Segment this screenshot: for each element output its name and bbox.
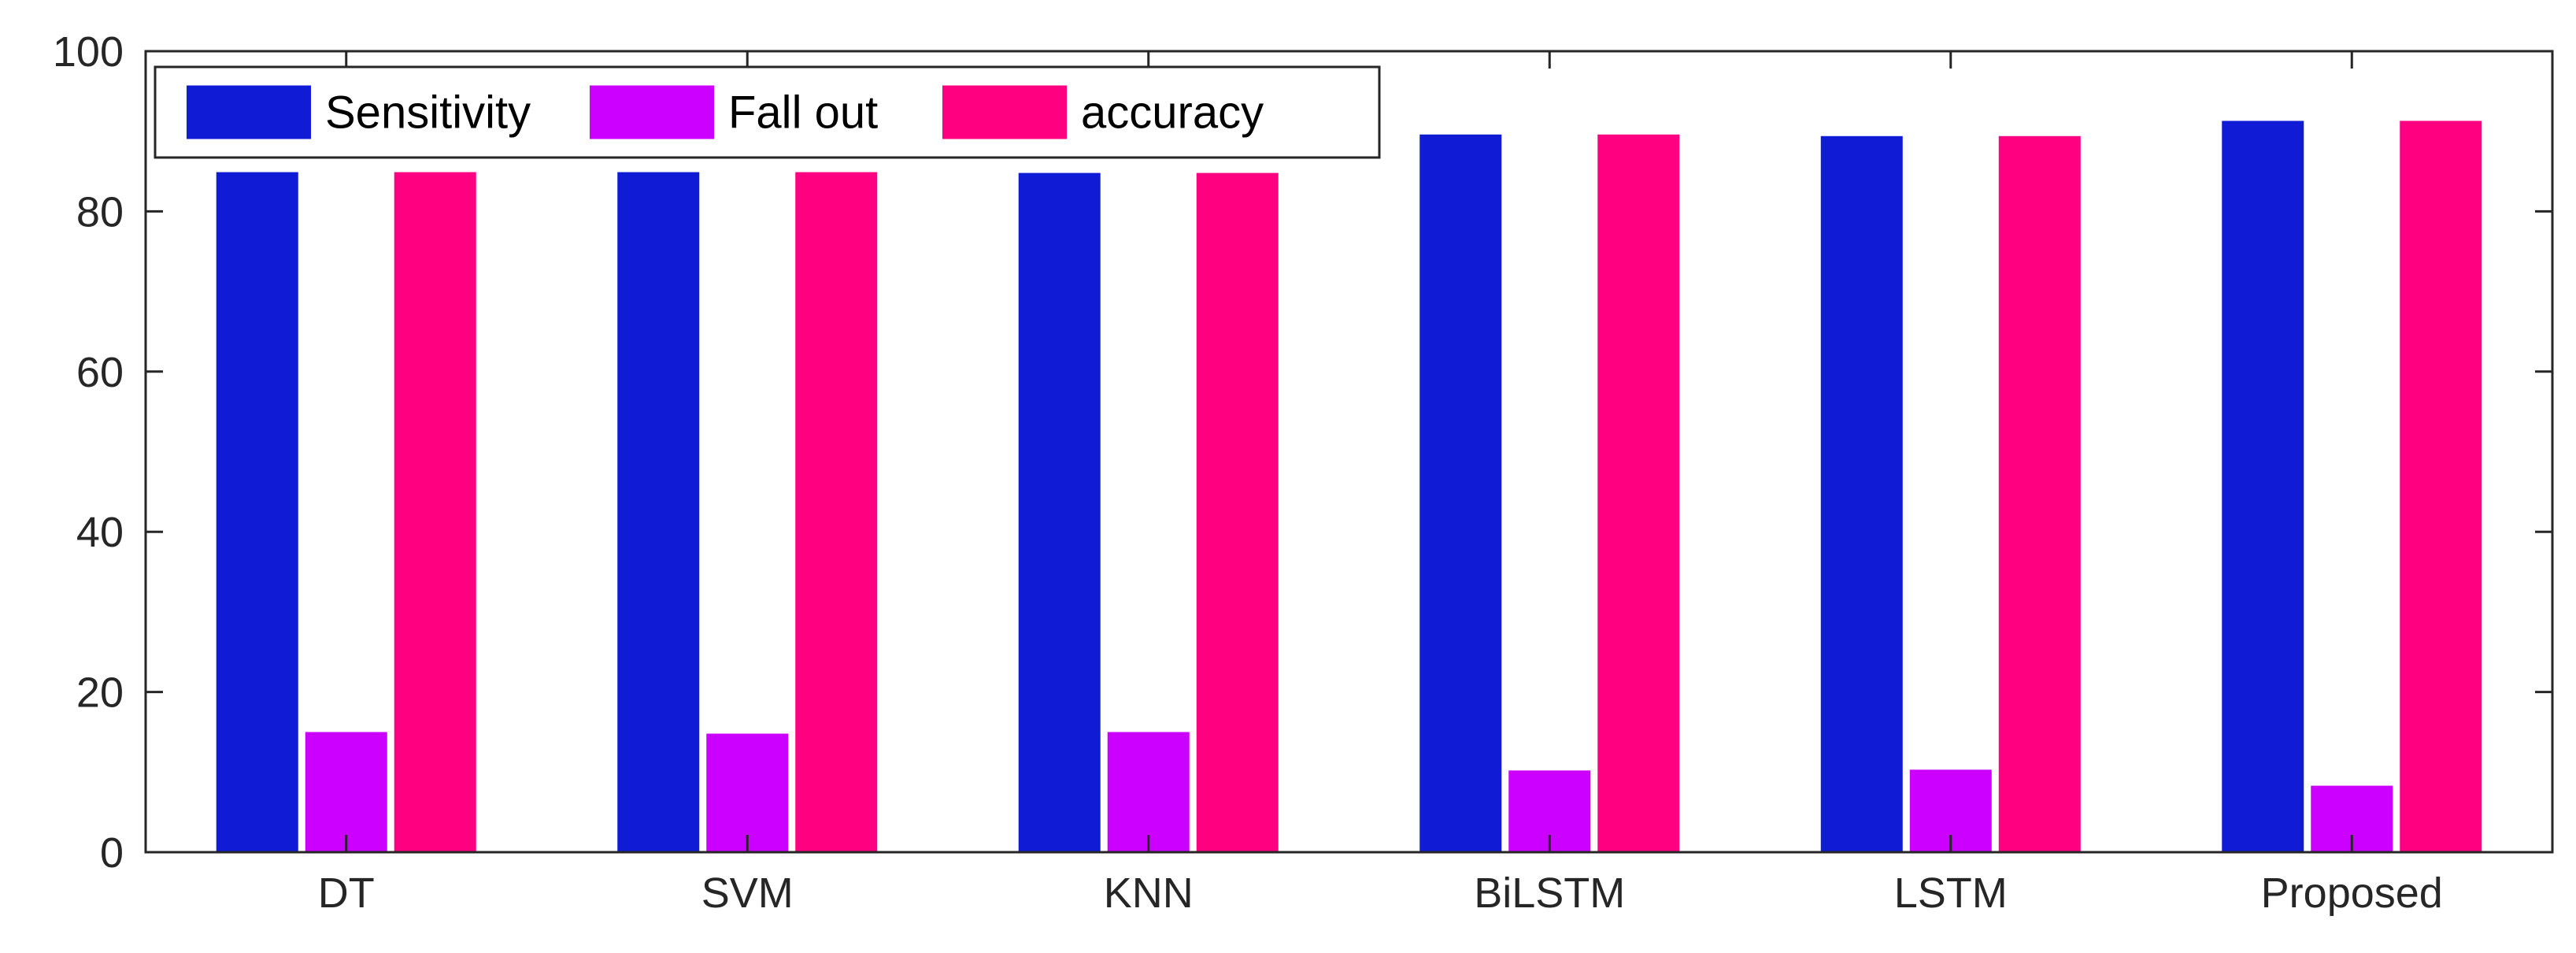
bar-sensitivity-svm bbox=[617, 172, 700, 852]
bar-fall-out-svm bbox=[706, 733, 789, 852]
bar-accuracy-dt bbox=[394, 172, 476, 852]
x-tick-label-bilstm: BiLSTM bbox=[1474, 870, 1625, 917]
bar-sensitivity-proposed bbox=[2222, 121, 2304, 852]
bar-accuracy-svm bbox=[795, 172, 878, 852]
bar-accuracy-proposed bbox=[2400, 121, 2482, 852]
ticks-group: DT SVM KNN BiLSTM LSTM Proposed 0 20 40 60 80 100 bbox=[53, 28, 2552, 917]
y-tick-label-20: 20 bbox=[76, 669, 124, 717]
bar-sensitivity-lstm bbox=[1820, 135, 1903, 852]
bar-sensitivity-dt bbox=[216, 172, 298, 852]
bar-accuracy-bilstm bbox=[1597, 134, 1680, 852]
x-tick-label-knn: KNN bbox=[1104, 870, 1194, 917]
x-tick-label-proposed: Proposed bbox=[2261, 870, 2443, 917]
legend-label-fall-out: Fall out bbox=[728, 87, 878, 139]
bar-fall-out-dt bbox=[305, 732, 387, 852]
plot-area-frame bbox=[144, 50, 2554, 854]
y-tick-label-60: 60 bbox=[76, 349, 124, 396]
bar-accuracy-knn bbox=[1196, 172, 1279, 853]
y-tick-label-80: 80 bbox=[76, 188, 124, 235]
legend-swatch-sensitivity bbox=[187, 85, 311, 139]
x-tick-label-lstm: LSTM bbox=[1894, 870, 2008, 917]
y-tick-label-0: 0 bbox=[100, 829, 124, 877]
legend: Sensitivity Fall out accuracy bbox=[154, 65, 1381, 159]
x-tick-label-dt: DT bbox=[318, 870, 375, 917]
legend-label-sensitivity: Sensitivity bbox=[325, 87, 531, 139]
bar-accuracy-lstm bbox=[1998, 135, 2081, 852]
bar-sensitivity-bilstm bbox=[1419, 134, 1502, 852]
legend-swatch-fall-out bbox=[590, 85, 714, 139]
legend-box bbox=[154, 65, 1381, 159]
x-tick-label-svm: SVM bbox=[701, 870, 794, 917]
bar-sensitivity-knn bbox=[1018, 172, 1101, 853]
y-tick-label-40: 40 bbox=[76, 509, 124, 556]
bar-fall-out-knn bbox=[1107, 732, 1190, 852]
legend-swatch-accuracy bbox=[942, 85, 1067, 139]
legend-label-accuracy: accuracy bbox=[1081, 87, 1264, 139]
bars-group bbox=[216, 121, 2482, 853]
y-tick-label-100: 100 bbox=[53, 28, 124, 76]
